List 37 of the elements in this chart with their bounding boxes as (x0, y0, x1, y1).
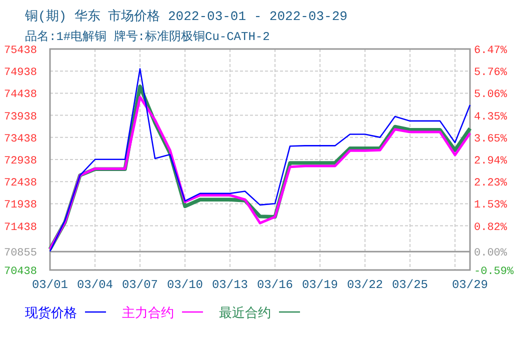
x-tick-label: 03/01 (32, 278, 68, 292)
y-tick-label: 71938 (4, 200, 37, 212)
x-tick-label: 03/22 (346, 278, 384, 292)
chart-subtitle: 品名:1#电解铜 牌号:标准阴极铜Cu-CATH-2 (25, 30, 270, 44)
y-tick-label: 74938 (4, 67, 37, 80)
y-tick-label: 70855 (4, 248, 37, 260)
legend-label: 现货价格 (25, 306, 77, 321)
y-tick-label: 74438 (4, 89, 37, 102)
y2-tick-label: 5.06% (474, 89, 508, 102)
legend-label: 最近合约 (219, 306, 271, 321)
y-tick-label: 71438 (4, 222, 37, 234)
y-tick-label: 73438 (4, 133, 37, 146)
y-tick-label: 72438 (4, 178, 37, 190)
x-tick-label: 03/16 (256, 278, 294, 292)
x-tick-label: 03/10 (166, 278, 204, 292)
x-tick-label: 03/25 (392, 278, 428, 292)
x-tick-label: 03/04 (76, 278, 114, 292)
y2-tick-label: 2.23% (474, 178, 508, 190)
y-tick-label: 72938 (4, 156, 37, 168)
y2-tick-label: 1.53% (474, 200, 508, 212)
y2-tick-label: 0.00% (474, 248, 508, 260)
y2-tick-label: 6.47% (474, 45, 508, 57)
y2-tick-label: 5.76% (474, 67, 508, 80)
x-tick-label: 03/19 (302, 278, 338, 292)
y2-tick-label: -0.59% (474, 266, 514, 278)
chart-title: 铜(期) 华东 市场价格 2022-03-01 - 2022-03-29 (24, 9, 348, 24)
legend-label: 主力合约 (122, 305, 174, 321)
y-tick-label: 73938 (4, 111, 37, 124)
y2-tick-label: 3.65% (474, 133, 508, 146)
y2-tick-label: 4.35% (474, 111, 508, 124)
x-tick-label: 03/07 (122, 278, 158, 292)
y-tick-label: 70438 (4, 266, 37, 278)
y2-tick-label: 2.94% (474, 156, 508, 168)
x-tick-label: 03/13 (212, 278, 248, 292)
y2-tick-label: 0.82% (474, 222, 508, 234)
x-tick-label: 03/29 (452, 278, 488, 292)
y-tick-label: 75438 (4, 45, 37, 57)
